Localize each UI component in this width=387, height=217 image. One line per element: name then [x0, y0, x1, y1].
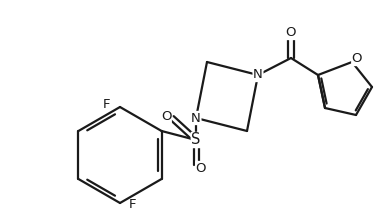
Text: O: O: [352, 53, 362, 66]
Text: N: N: [253, 69, 263, 82]
Text: S: S: [191, 133, 201, 148]
Text: O: O: [161, 110, 171, 123]
Text: F: F: [129, 199, 137, 212]
Text: O: O: [196, 161, 206, 174]
Text: F: F: [103, 99, 111, 112]
Text: N: N: [191, 112, 201, 125]
Text: O: O: [286, 26, 296, 39]
